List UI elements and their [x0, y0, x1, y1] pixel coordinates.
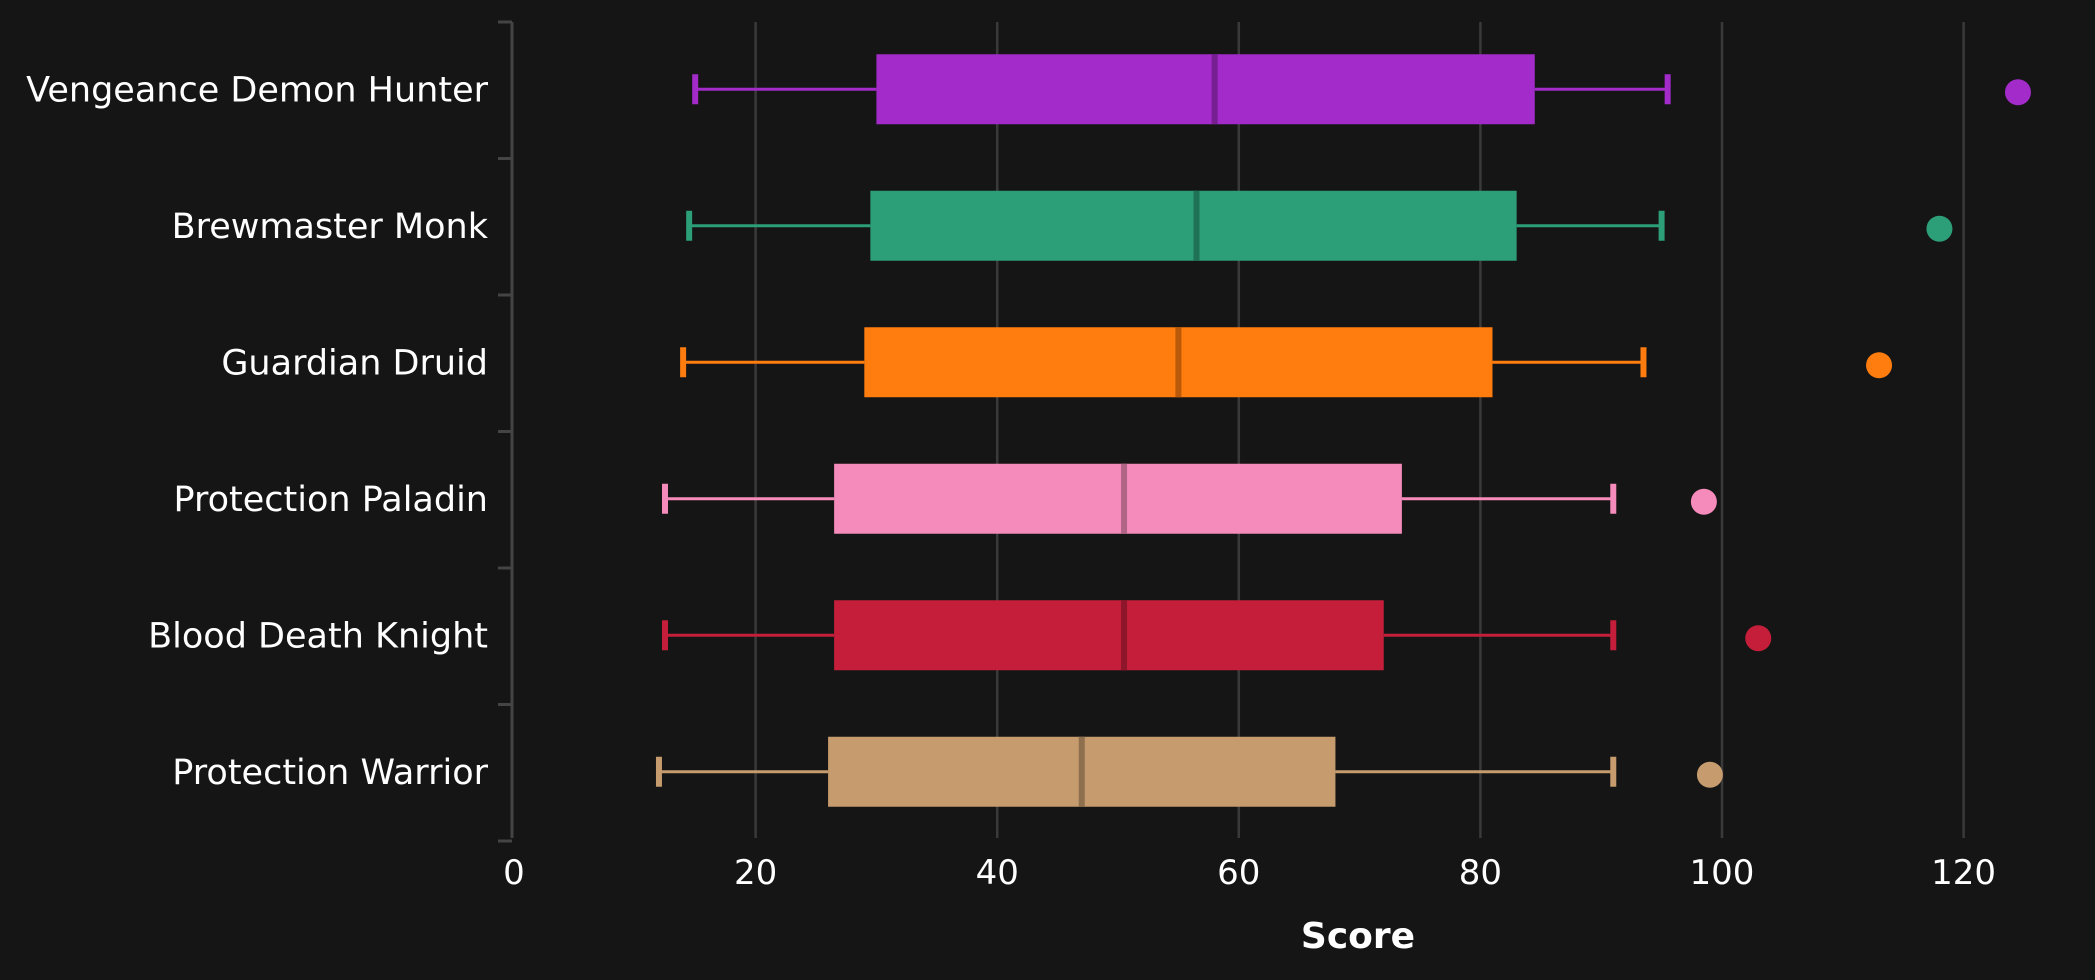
- outlier-point: [2004, 79, 2031, 106]
- iqr-box: [870, 190, 1517, 261]
- iqr-box: [834, 463, 1402, 534]
- box-group: [655, 736, 1723, 807]
- x-tick-label: 60: [1217, 853, 1260, 893]
- box-group: [662, 463, 1717, 534]
- category-label: Guardian Druid: [221, 343, 488, 383]
- outlier-point: [1866, 352, 1893, 379]
- outlier-point: [1696, 761, 1723, 788]
- x-tick-label: 120: [1931, 853, 1996, 893]
- x-tick-label: 100: [1690, 853, 1755, 893]
- y-axis: [498, 20, 514, 843]
- x-axis-ticks: 0 20 40 60 80 100 120: [503, 853, 1996, 893]
- gridlines: [754, 22, 1965, 838]
- boxes: [655, 54, 2031, 807]
- outlier-point: [1745, 625, 1772, 652]
- iqr-box: [876, 54, 1535, 125]
- iqr-box: [834, 600, 1384, 671]
- x-tick-label: 40: [976, 853, 1019, 893]
- x-tick-label: 0: [503, 853, 525, 893]
- x-axis-title: Score: [1301, 916, 1415, 957]
- x-tick-label: 20: [734, 853, 777, 893]
- box-group: [686, 190, 1953, 261]
- outlier-point: [1926, 215, 1953, 242]
- x-tick-label: 80: [1459, 853, 1502, 893]
- category-label: Protection Warrior: [172, 753, 488, 793]
- category-label: Protection Paladin: [174, 480, 488, 520]
- category-label: Vengeance Demon Hunter: [26, 70, 488, 110]
- outlier-point: [1690, 488, 1717, 515]
- box-group: [692, 54, 2031, 125]
- category-label: Brewmaster Monk: [172, 207, 489, 247]
- category-labels: Vengeance Demon Hunter Brewmaster Monk Gua…: [26, 70, 489, 793]
- category-label: Blood Death Knight: [148, 616, 488, 656]
- box-group: [662, 600, 1772, 671]
- box-group: [680, 327, 1893, 398]
